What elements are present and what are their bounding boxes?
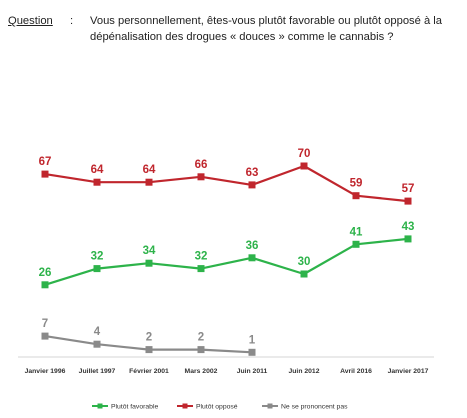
series-line-plutot-favorable <box>44 237 409 286</box>
data-label-ne-se-prononcent-pas-janvier-1996: 7 <box>42 318 48 330</box>
question-text: Vous personnellement, êtes-vous plutôt f… <box>90 15 443 43</box>
data-label-plutot-favorable-janvier-1996: 26 <box>39 267 52 279</box>
data-label-plutot-oppose-avril-2016: 59 <box>350 178 363 190</box>
x-tick-label-avril-2016: Avril 2016 <box>340 368 372 375</box>
x-tick-label-juin-2011: Juin 2011 <box>237 368 268 375</box>
data-label-ne-se-prononcent-pas-mars-2002: 2 <box>198 332 204 344</box>
data-point-plutot-favorable-juin-2011 <box>248 254 256 262</box>
data-point-plutot-favorable-janvier-2017 <box>404 235 412 243</box>
x-tick-label-janvier-2017: Janvier 2017 <box>388 368 429 375</box>
x-tick-label-mars-2002: Mars 2002 <box>185 368 218 375</box>
data-label-plutot-oppose-juin-2011: 63 <box>246 167 259 179</box>
x-tick-label-fevrier-2001: Février 2001 <box>129 368 169 375</box>
x-tick-label-janvier-1996: Janvier 1996 <box>25 368 66 375</box>
data-point-plutot-favorable-juillet-1997 <box>93 265 101 273</box>
question-label: Question <box>8 15 53 27</box>
data-point-plutot-oppose-fevrier-2001 <box>145 178 153 186</box>
data-label-plutot-oppose-fevrier-2001: 64 <box>143 164 156 176</box>
data-label-plutot-oppose-mars-2002: 66 <box>195 159 208 171</box>
legend-label-plutot-oppose: Plutôt opposé <box>196 404 238 411</box>
data-label-plutot-oppose-juillet-1997: 64 <box>91 164 104 176</box>
data-label-plutot-favorable-mars-2002: 32 <box>195 251 208 263</box>
data-label-plutot-favorable-juin-2011: 36 <box>246 240 259 252</box>
data-point-plutot-oppose-janvier-1996 <box>41 170 49 178</box>
data-point-plutot-favorable-juin-2012 <box>300 270 308 278</box>
data-point-plutot-oppose-juin-2012 <box>300 162 308 170</box>
data-point-plutot-oppose-juin-2011 <box>248 181 256 189</box>
question-colon: : <box>70 15 74 27</box>
legend-marker-plutot-oppose <box>182 403 188 409</box>
data-point-plutot-favorable-janvier-1996 <box>41 281 49 289</box>
data-label-ne-se-prononcent-pas-fevrier-2001: 2 <box>146 332 152 344</box>
data-label-plutot-favorable-janvier-2017: 43 <box>402 221 415 233</box>
data-label-plutot-favorable-fevrier-2001: 34 <box>143 245 156 257</box>
data-label-plutot-oppose-janvier-1996: 67 <box>39 156 52 168</box>
data-point-plutot-oppose-janvier-2017 <box>404 197 412 205</box>
data-point-ne-se-prononcent-pas-janvier-1996 <box>41 332 49 340</box>
data-label-plutot-favorable-juin-2012: 30 <box>298 256 311 268</box>
legend-marker-plutot-favorable <box>97 403 103 409</box>
data-label-plutot-oppose-juin-2012: 70 <box>298 148 311 160</box>
series-line-plutot-oppose <box>44 164 409 203</box>
data-point-plutot-oppose-avril-2016 <box>352 192 360 200</box>
data-point-ne-se-prononcent-pas-juillet-1997 <box>93 340 101 348</box>
data-point-plutot-oppose-mars-2002 <box>197 173 205 181</box>
legend-label-ne-se-prononcent-pas: Ne se prononcent pas <box>281 404 348 411</box>
x-tick-label-juillet-1997: Juillet 1997 <box>79 368 116 375</box>
data-point-ne-se-prononcent-pas-fevrier-2001 <box>145 346 153 354</box>
data-point-ne-se-prononcent-pas-juin-2011 <box>248 348 256 356</box>
data-label-ne-se-prononcent-pas-juillet-1997: 4 <box>94 326 101 338</box>
data-point-plutot-oppose-juillet-1997 <box>93 178 101 186</box>
data-label-ne-se-prononcent-pas-juin-2011: 1 <box>249 334 256 346</box>
legend-label-plutot-favorable: Plutôt favorable <box>111 404 158 411</box>
legend-marker-ne-se-prononcent-pas <box>267 403 273 409</box>
data-label-plutot-favorable-avril-2016: 41 <box>350 226 363 238</box>
data-point-ne-se-prononcent-pas-mars-2002 <box>197 346 205 354</box>
data-point-plutot-favorable-fevrier-2001 <box>145 259 153 267</box>
x-tick-label-juin-2012: Juin 2012 <box>289 368 320 375</box>
data-point-plutot-favorable-mars-2002 <box>197 265 205 273</box>
data-label-plutot-oppose-janvier-2017: 57 <box>402 183 415 195</box>
data-point-plutot-favorable-avril-2016 <box>352 240 360 248</box>
data-label-plutot-favorable-juillet-1997: 32 <box>91 251 104 263</box>
